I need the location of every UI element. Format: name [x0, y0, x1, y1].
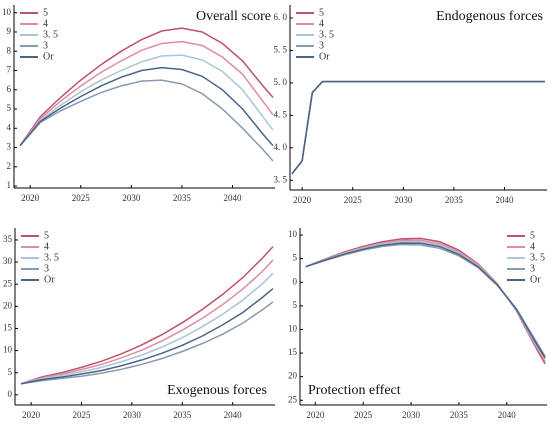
y-tick-label: 30	[3, 256, 13, 266]
y-tick-label: 3	[7, 142, 12, 152]
y-tick-label: 6. 0	[274, 12, 288, 22]
legend-label: 5	[43, 7, 48, 18]
series-line	[19, 27, 274, 147]
legend-label: 3. 5	[43, 29, 58, 40]
x-tick-label: 2030	[123, 410, 142, 420]
y-tick-label: 10	[288, 324, 298, 334]
x-tick-label: 2035	[173, 410, 192, 420]
legend-label: 5	[530, 230, 535, 241]
x-tick-label: 2020	[22, 410, 41, 420]
y-tick-label: 6	[7, 84, 12, 94]
y-tick-label: 5	[293, 300, 298, 310]
legend-label: 4	[319, 18, 324, 29]
x-tick-label: 2040	[224, 410, 243, 420]
y-tick-label: 1	[7, 180, 12, 190]
y-tick-label: 9	[7, 26, 12, 36]
series-line	[20, 246, 274, 385]
legend-label: 4	[44, 241, 49, 252]
y-tick-label: 2	[7, 161, 12, 171]
legend-label: 3. 5	[44, 252, 59, 263]
y-tick-label: 5	[8, 367, 13, 377]
series-line	[291, 80, 545, 175]
legend-label: 5	[44, 230, 49, 241]
chart-title: Endogenous forces	[436, 9, 543, 24]
legend-label: 3	[530, 263, 535, 274]
y-tick-label: 5	[293, 253, 298, 263]
y-tick-label: 10	[288, 229, 298, 239]
series-line	[19, 40, 274, 147]
y-tick-label: 5. 0	[274, 77, 288, 87]
x-tick-label: 2040	[496, 195, 515, 205]
legend-label: Or	[530, 274, 541, 285]
y-tick-label: 5	[7, 103, 12, 113]
x-tick-label: 2035	[445, 195, 464, 205]
y-tick-label: 20	[3, 300, 13, 310]
legend-label: 3	[44, 263, 49, 274]
series-line	[19, 79, 274, 162]
y-tick-label: 15	[3, 323, 13, 333]
y-tick-label: 0	[293, 276, 298, 286]
y-tick-label: 4. 5	[274, 109, 288, 119]
legend-label: Or	[43, 51, 54, 62]
x-tick-label: 2025	[73, 410, 92, 420]
legend-label: 3. 5	[530, 252, 545, 263]
x-tick-label: 2020	[21, 193, 40, 203]
legend-label: 3	[43, 40, 48, 51]
y-tick-label: 25	[3, 278, 13, 288]
x-tick-label: 2030	[394, 195, 413, 205]
series-line	[20, 301, 274, 385]
y-tick-label: 25	[288, 394, 298, 404]
x-tick-label: 2040	[224, 193, 243, 203]
series-line	[291, 80, 545, 175]
legend-label: 4	[530, 241, 535, 252]
x-tick-label: 2020	[293, 195, 312, 205]
y-tick-label: 15	[288, 347, 298, 357]
series-line	[19, 66, 274, 147]
y-tick-label: 8	[7, 45, 12, 55]
series-line	[291, 80, 545, 175]
x-tick-label: 2030	[122, 193, 141, 203]
legend-label: 3. 5	[319, 29, 334, 40]
y-tick-label: 7	[7, 65, 12, 75]
series-line	[20, 288, 274, 385]
y-tick-label: 0	[8, 389, 13, 399]
x-tick-label: 2025	[354, 410, 373, 420]
series-line	[291, 80, 545, 175]
x-tick-label: 2025	[72, 193, 91, 203]
y-tick-label: 3. 5	[274, 174, 288, 184]
x-tick-label: 2020	[306, 410, 325, 420]
legend-label: Or	[319, 51, 330, 62]
chart-title: Overall score	[196, 9, 271, 24]
chart-title: Protection effect	[308, 383, 401, 398]
x-tick-label: 2040	[498, 410, 517, 420]
x-tick-label: 2030	[402, 410, 421, 420]
legend-label: 3	[319, 40, 324, 51]
x-tick-label: 2035	[450, 410, 469, 420]
y-tick-label: 35	[3, 234, 13, 244]
series-line	[20, 259, 274, 385]
x-tick-label: 2035	[173, 193, 192, 203]
x-tick-label: 2025	[344, 195, 363, 205]
series-line	[20, 272, 274, 385]
y-tick-label: 10	[2, 7, 12, 17]
series-line	[19, 54, 274, 147]
y-tick-label: 4	[7, 122, 12, 132]
y-tick-label: 10	[3, 345, 13, 355]
y-tick-label: 20	[288, 371, 298, 381]
y-tick-label: 5. 5	[274, 45, 288, 55]
series-line	[305, 242, 546, 359]
chart-title: Exogenous forces	[167, 383, 267, 398]
legend-label: 4	[43, 18, 48, 29]
legend-label: 5	[319, 7, 324, 18]
legend-label: Or	[44, 274, 55, 285]
series-line	[291, 80, 545, 175]
y-tick-label: 4. 0	[274, 142, 288, 152]
